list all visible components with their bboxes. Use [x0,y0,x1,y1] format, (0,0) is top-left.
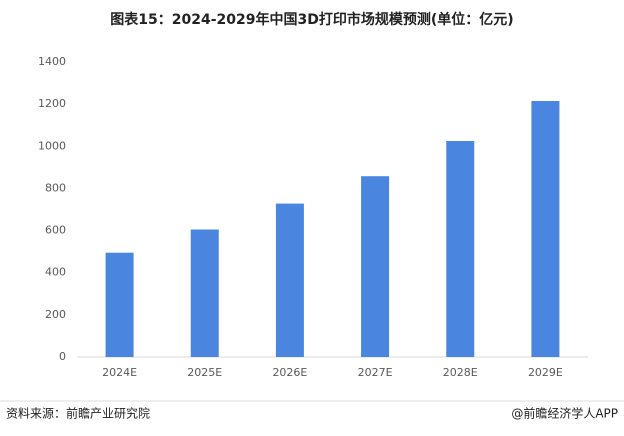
bar [190,229,219,357]
bar [105,252,134,357]
credit: @前瞻经济学人APP [511,406,618,421]
x-tick-label: 2028E [443,366,478,379]
y-tick-label: 800 [45,181,66,194]
bar [446,141,475,357]
y-tick-label: 1200 [38,97,66,110]
y-tick-label: 600 [45,224,66,237]
x-tick-label: 2029E [528,366,563,379]
x-tick-label: 2025E [187,366,222,379]
y-tick-label: 1400 [38,55,66,68]
x-tick-label: 2024E [102,366,137,379]
y-tick-label: 200 [45,308,66,321]
y-tick-label: 1000 [38,139,66,152]
y-tick-label: 400 [45,266,66,279]
x-tick-label: 2027E [358,366,393,379]
bar [275,203,304,357]
bar [361,176,390,357]
source-note: 资料来源：前瞻产业研究院 [6,406,150,421]
bar [531,100,560,357]
x-tick-label: 2026E [272,366,307,379]
y-tick-label: 0 [59,350,66,363]
chart-title: 图表15：2024-2029年中国3D打印市场规模预测(单位：亿元) [110,11,513,28]
